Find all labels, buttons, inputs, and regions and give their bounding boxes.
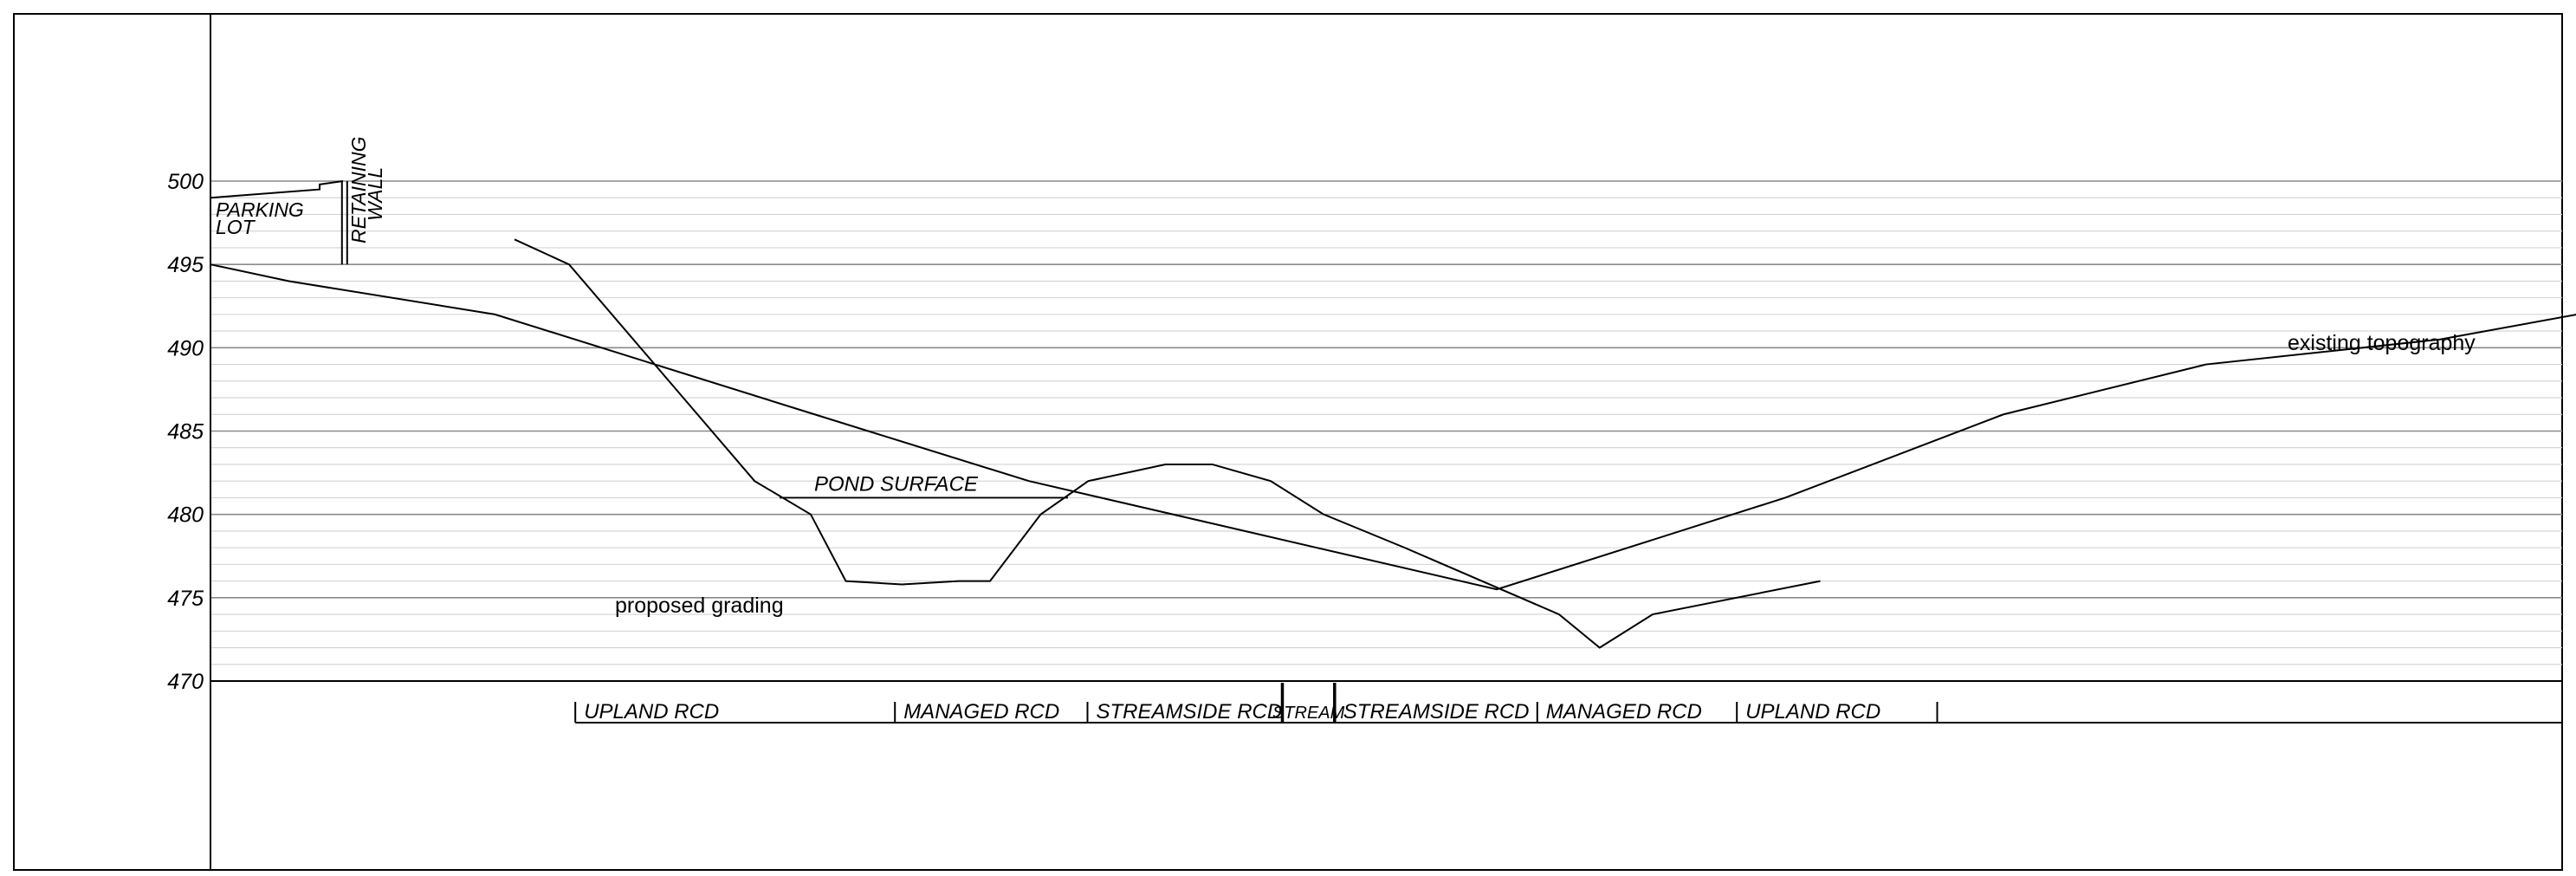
zone-strip: UPLAND RCD MANAGED RCD STREAMSIDE RCDSTREA… (574, 683, 2562, 724)
y-tick-label: 500 (167, 170, 204, 194)
grid-lines (210, 180, 2562, 665)
axes (210, 14, 2562, 870)
y-tick-label: 475 (167, 587, 204, 611)
proposed-grading-label: proposed grading (615, 594, 784, 618)
existing-topography-label: existing topography (2288, 331, 2476, 355)
zone-label: MANAGED RCD (1546, 700, 1702, 724)
zone-label: STREAMSIDE RCD (1343, 700, 1530, 724)
existing-topography-line (210, 263, 2576, 591)
y-tick-label: 485 (167, 420, 204, 444)
parking-lot-label: LOT (216, 216, 256, 238)
y-tick-labels: 500 495 490 485 480 475 470 (167, 170, 204, 694)
y-tick-label: 490 (167, 336, 204, 360)
zone-label: UPLAND RCD (1745, 700, 1880, 724)
annotations: existing topography proposed grading (615, 331, 2476, 618)
retaining-wall-label: RETAINING (347, 136, 370, 243)
y-tick-label: 480 (167, 503, 204, 528)
outer-frame (13, 13, 2563, 871)
profile-lines (210, 238, 2576, 649)
zone-label: STREAM (1272, 704, 1345, 723)
zone-label: UPLAND RCD (584, 700, 719, 724)
zone-label: MANAGED RCD (903, 700, 1059, 724)
y-tick-label: 495 (167, 253, 204, 277)
parking-lot-surface (210, 180, 344, 199)
zone-label: STREAMSIDE RCD (1097, 700, 1283, 724)
parking-lot-label: PARKING (216, 198, 304, 221)
retaining-wall-label: WALL (364, 167, 386, 221)
y-tick-label: 470 (167, 670, 204, 694)
proposed-grading-line (514, 238, 1821, 649)
pond-surface-label: POND SURFACE (814, 472, 979, 496)
